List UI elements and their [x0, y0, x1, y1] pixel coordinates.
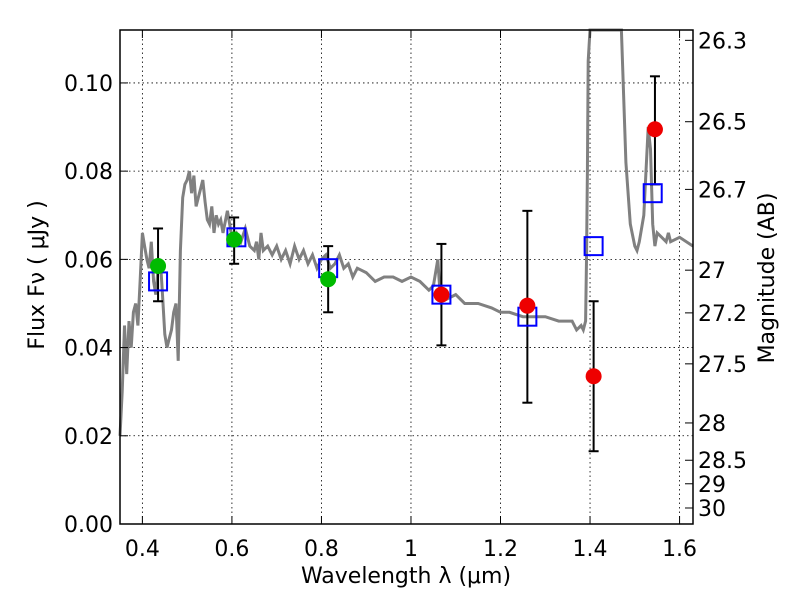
x-tick-label: 1 [404, 537, 418, 562]
model-band-marker [642, 183, 663, 204]
model-band-marker [583, 236, 604, 257]
observed-points [150, 121, 663, 385]
errorbars [153, 75, 660, 453]
observed-point [646, 121, 663, 138]
x-tick-label: 1.2 [483, 537, 518, 562]
model-band-marker [431, 284, 452, 305]
tick-labels: 0.4 0.6 0.8 1 1.2 1.4 1.6 0.00 0.02 0.04 0.06 0.08 0… [64, 29, 747, 562]
x-tick-label: 0.6 [214, 537, 249, 562]
tick-marks [120, 30, 693, 525]
observed-point [150, 257, 167, 274]
y-tick-label: 0.02 [64, 425, 113, 450]
x-tick-label: 0.8 [304, 537, 339, 562]
right-tick-label: 29 [698, 473, 726, 498]
y-tick-label: 0.06 [64, 248, 113, 273]
observed-point [433, 286, 450, 303]
y-tick-label: 0.04 [64, 337, 113, 362]
observed-point [519, 297, 536, 314]
right-tick-label: 27.2 [698, 302, 747, 327]
right-tick-label: 28.5 [698, 449, 747, 474]
y-tick-label: 0.08 [64, 160, 113, 185]
observed-point [585, 368, 602, 385]
x-tick-label: 1.4 [573, 537, 608, 562]
right-tick-label: 26.7 [698, 178, 747, 203]
observed-point [226, 231, 243, 248]
right-tick-label: 26.3 [698, 29, 747, 54]
right-tick-label: 26.5 [698, 111, 747, 136]
y-tick-label: 0.10 [64, 72, 113, 97]
x-axis-label: Wavelength λ (μm) [301, 564, 511, 589]
right-tick-label: 30 [698, 497, 726, 522]
observed-point [320, 271, 337, 288]
grid [120, 30, 693, 525]
y-axis-label: Flux Fν ( μJy ) [25, 200, 50, 349]
right-axis-label: Magnitude (AB) [755, 193, 780, 364]
y-tick-label: 0.00 [64, 513, 113, 538]
plot-frame [119, 29, 694, 525]
right-tick-label: 27.5 [698, 353, 747, 378]
right-tick-label: 27 [698, 259, 726, 284]
template-sed-line [118, 28, 694, 436]
right-tick-label: 28 [698, 412, 726, 437]
x-tick-label: 1.6 [662, 537, 697, 562]
x-tick-label: 0.4 [125, 537, 160, 562]
